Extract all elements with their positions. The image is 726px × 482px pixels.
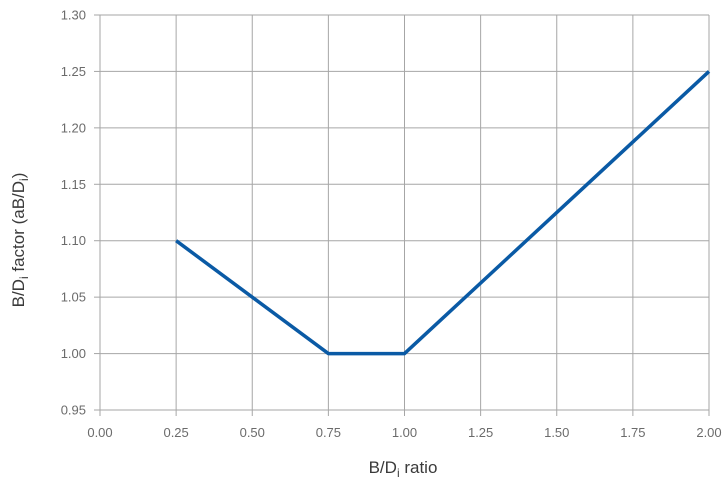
x-tick-label: 0.50	[240, 425, 265, 440]
x-tick-label: 0.75	[316, 425, 341, 440]
y-tick-label: 1.05	[61, 290, 86, 305]
x-tick-label: 1.25	[468, 425, 493, 440]
x-tick-labels: 0.00 0.25 0.50 0.75 1.00 1.25 1.50 1.75 2.00	[87, 425, 721, 440]
y-tick-label: 1.30	[61, 8, 86, 23]
x-tick-label: 1.50	[544, 425, 569, 440]
y-tick-label: 1.00	[61, 346, 86, 361]
y-tick-label: 0.95	[61, 403, 86, 418]
y-tick-label: 1.15	[61, 177, 86, 192]
x-axis-title: B/Di ratio	[369, 458, 438, 480]
x-tick-label: 2.00	[696, 425, 721, 440]
y-tick-labels: 0.95 1.00 1.05 1.10 1.15 1.20 1.25 1.30	[61, 8, 86, 418]
grid	[94, 14, 710, 416]
y-tick-label: 1.20	[61, 120, 86, 135]
x-tick-label: 0.25	[163, 425, 188, 440]
series-lines	[175, 70, 711, 356]
x-tick-label: 1.00	[392, 425, 417, 440]
x-tick-label: 0.00	[87, 425, 112, 440]
y-tick-label: 1.25	[61, 64, 86, 79]
y-tick-label: 1.10	[61, 233, 86, 248]
x-tick-label: 1.75	[620, 425, 645, 440]
series-line	[175, 70, 711, 356]
y-axis-title: B/Di factor (aB/Di)	[9, 173, 31, 308]
